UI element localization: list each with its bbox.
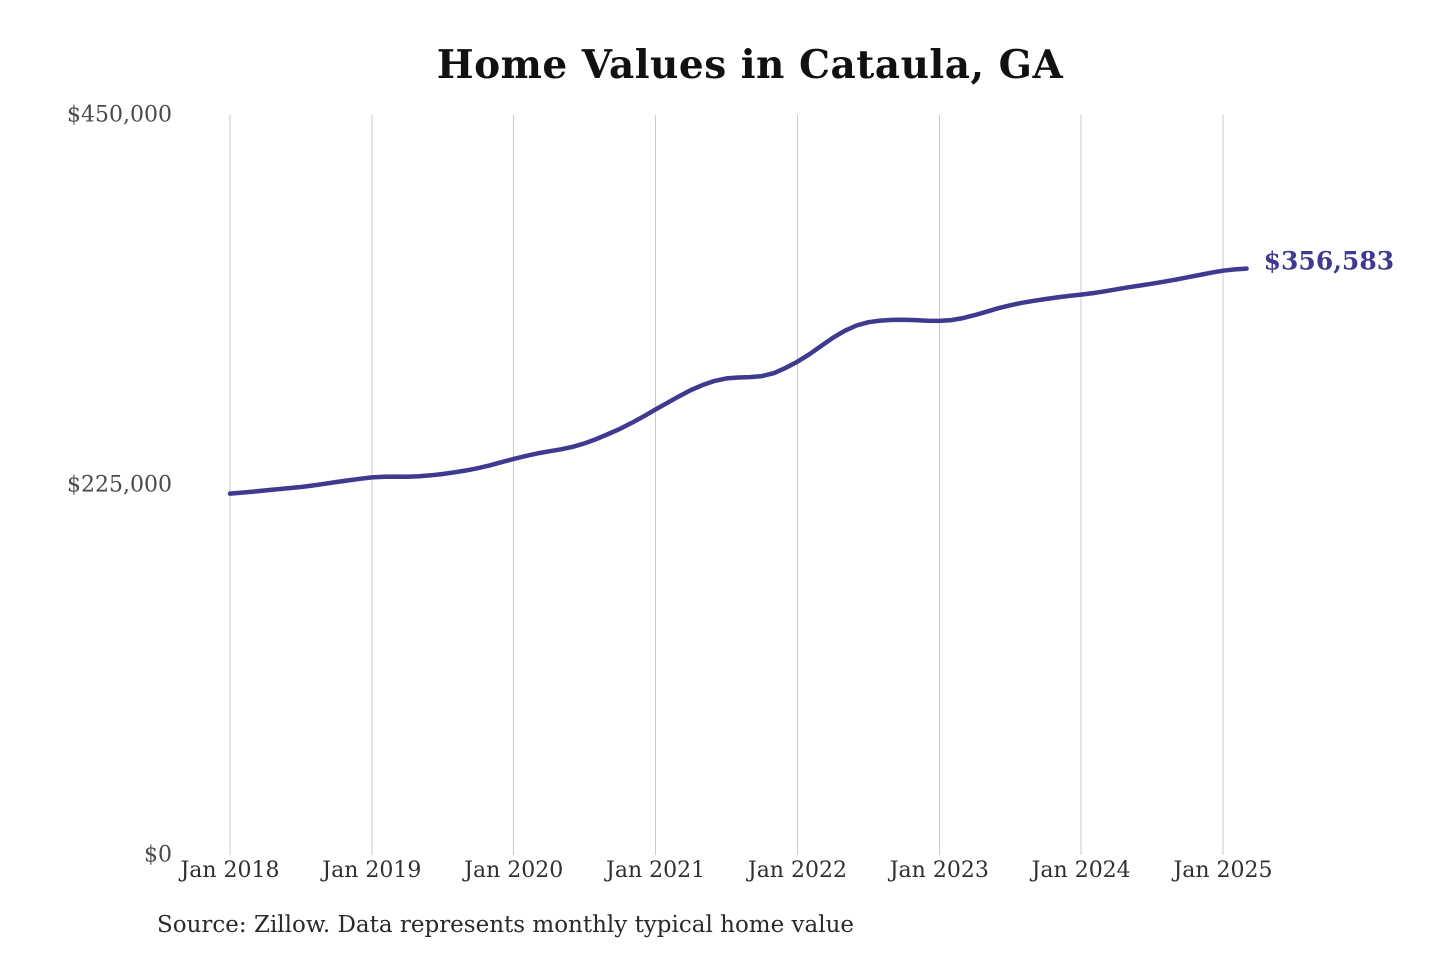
x-axis-tick-jan-2024: Jan 2024 — [1031, 858, 1131, 883]
x-axis-tick-jan-2022: Jan 2022 — [747, 858, 847, 883]
latest-value-label: $356,583 — [1263, 246, 1395, 276]
y-axis-tick-450000: $450,000 — [67, 102, 172, 128]
y-axis-tick-225000: $225,000 — [67, 472, 172, 498]
x-axis-tick-jan-2021: Jan 2021 — [606, 858, 706, 883]
value-line — [227, 266, 1249, 496]
x-axis-tick-jan-2020: Jan 2020 — [464, 858, 564, 883]
x-axis-tick-jan-2019: Jan 2019 — [322, 858, 422, 883]
chart-title: Home Values in Cataula, GA — [436, 42, 1064, 88]
x-axis-tick-jan-2018: Jan 2018 — [180, 858, 280, 883]
y-axis-tick-0: $0 — [144, 842, 172, 868]
x-axis-tick-jan-2025: Jan 2025 — [1173, 858, 1273, 883]
x-axis-tick-jan-2023: Jan 2023 — [889, 858, 989, 883]
source-note: Source: Zillow. Data represents monthly … — [157, 912, 855, 938]
